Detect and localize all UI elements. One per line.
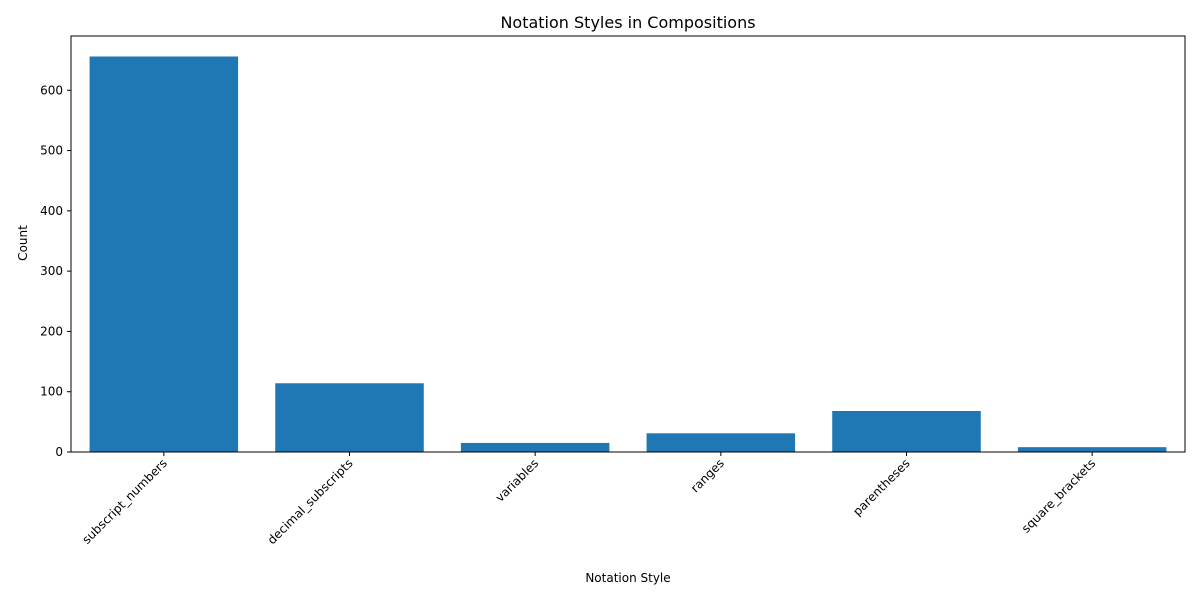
y-axis: 0 100 200 300 400 500 600	[40, 83, 71, 459]
bars-layer	[89, 56, 1167, 453]
y-tick-label: 500	[40, 144, 63, 158]
y-tick-label: 200	[40, 324, 63, 338]
x-tick-label: variables	[493, 456, 542, 505]
x-tick-label: square_brackets	[1019, 456, 1098, 535]
bar-square_brackets	[1017, 447, 1167, 452]
y-tick-label: 100	[40, 385, 63, 399]
y-tick-label: 600	[40, 83, 63, 97]
x-axis: subscript_numbers decimal_subscripts varia…	[79, 452, 1098, 547]
chart-title: Notation Styles in Compositions	[500, 13, 755, 32]
bar-ranges	[646, 433, 796, 452]
y-tick-label: 300	[40, 264, 63, 278]
x-tick-label: parentheses	[850, 456, 912, 518]
x-tick-label: decimal_subscripts	[265, 456, 356, 547]
x-tick-label: subscript_numbers	[79, 456, 170, 547]
bar-subscript_numbers	[89, 56, 239, 453]
x-axis-label: Notation Style	[585, 571, 670, 585]
bar-parentheses	[832, 411, 981, 452]
plot-frame	[70, 35, 1186, 453]
bar-variables	[460, 442, 610, 452]
y-axis-label: Count	[16, 225, 30, 261]
x-tick-label: ranges	[688, 456, 727, 495]
y-tick-label: 0	[55, 445, 63, 459]
bar-decimal_subscripts	[275, 383, 424, 452]
y-tick-label: 400	[40, 204, 63, 218]
